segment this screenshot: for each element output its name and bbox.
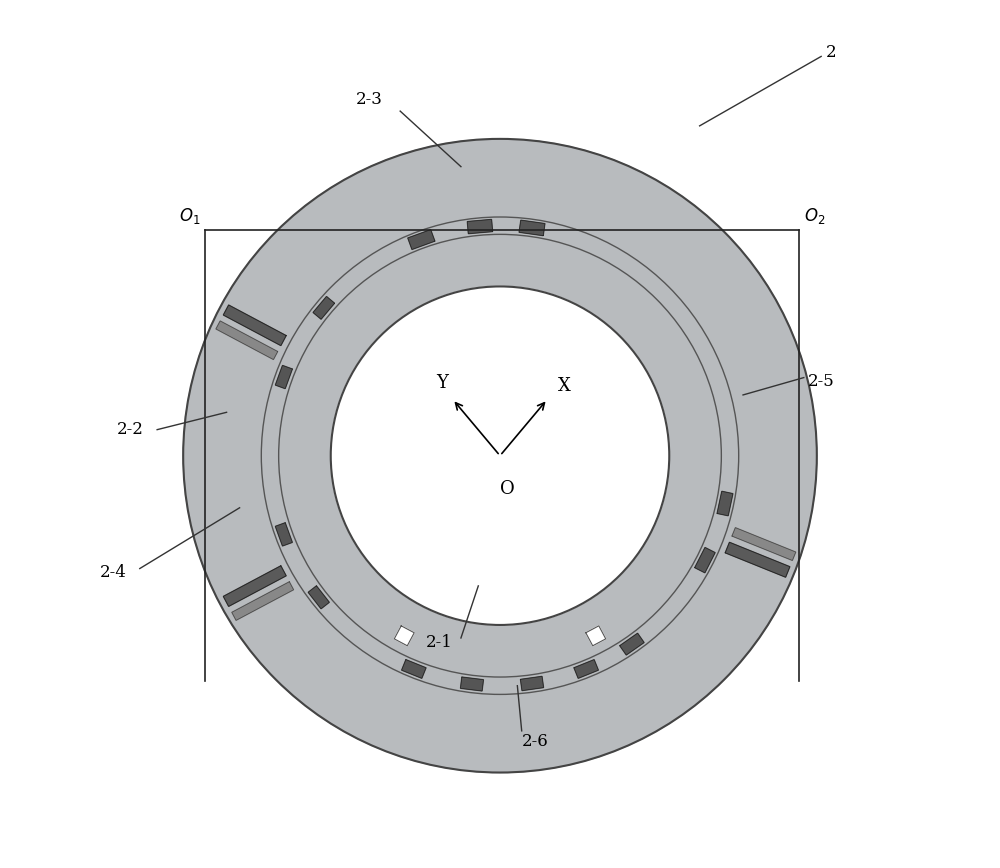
Circle shape <box>331 286 669 625</box>
Polygon shape <box>586 626 606 646</box>
Polygon shape <box>717 491 733 516</box>
Polygon shape <box>313 297 334 319</box>
Text: Y: Y <box>436 374 448 392</box>
Text: O: O <box>500 480 514 498</box>
Text: $O_2$: $O_2$ <box>804 206 825 226</box>
Text: X: X <box>558 377 571 395</box>
Text: 2-6: 2-6 <box>522 733 548 751</box>
Text: 2-3: 2-3 <box>356 91 383 108</box>
Polygon shape <box>223 305 286 345</box>
Polygon shape <box>574 660 598 678</box>
Polygon shape <box>275 365 292 389</box>
Polygon shape <box>519 220 545 235</box>
Polygon shape <box>461 677 483 691</box>
Text: 2-4: 2-4 <box>100 564 127 582</box>
Polygon shape <box>725 542 790 577</box>
Polygon shape <box>216 321 278 359</box>
Polygon shape <box>695 548 715 573</box>
Polygon shape <box>275 523 292 546</box>
Text: 2: 2 <box>825 43 836 61</box>
Polygon shape <box>394 626 414 646</box>
Text: 2-1: 2-1 <box>425 634 452 651</box>
Polygon shape <box>308 586 329 608</box>
Polygon shape <box>467 220 493 233</box>
Text: $O_1$: $O_1$ <box>179 206 201 226</box>
Polygon shape <box>620 634 644 655</box>
Text: 2-5: 2-5 <box>808 373 835 391</box>
Polygon shape <box>232 582 294 621</box>
Polygon shape <box>520 676 544 691</box>
Circle shape <box>183 139 817 773</box>
Polygon shape <box>408 230 435 249</box>
Polygon shape <box>223 566 286 607</box>
Polygon shape <box>732 528 796 561</box>
Polygon shape <box>402 660 426 678</box>
Text: 2-2: 2-2 <box>117 421 144 438</box>
